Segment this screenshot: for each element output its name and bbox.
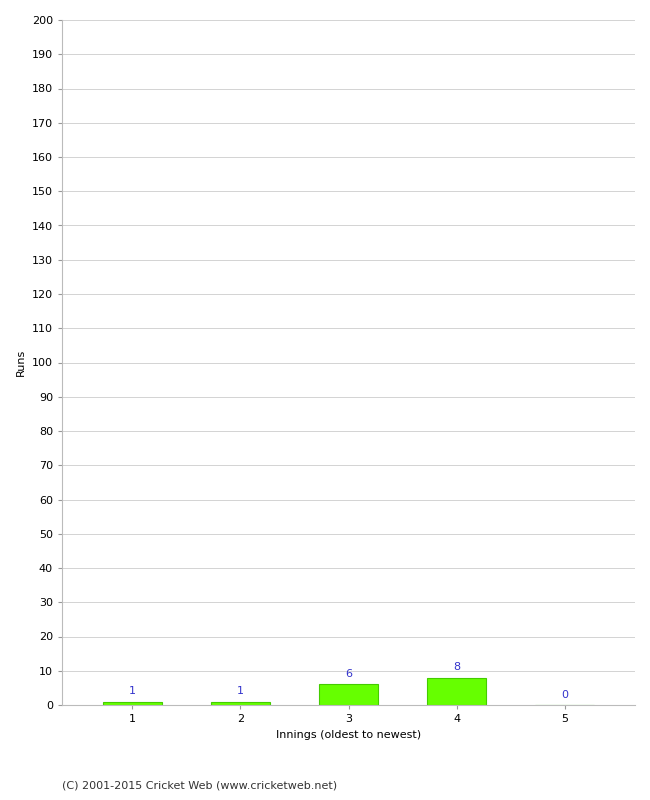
Text: 6: 6 xyxy=(345,670,352,679)
Text: 0: 0 xyxy=(561,690,568,700)
Y-axis label: Runs: Runs xyxy=(16,349,26,376)
Text: 1: 1 xyxy=(237,686,244,697)
Bar xyxy=(211,702,270,705)
Text: 8: 8 xyxy=(453,662,460,673)
Bar xyxy=(318,685,378,705)
Text: (C) 2001-2015 Cricket Web (www.cricketweb.net): (C) 2001-2015 Cricket Web (www.cricketwe… xyxy=(62,780,337,790)
Text: 1: 1 xyxy=(129,686,136,697)
X-axis label: Innings (oldest to newest): Innings (oldest to newest) xyxy=(276,730,421,739)
Bar xyxy=(427,678,486,705)
Bar xyxy=(103,702,162,705)
